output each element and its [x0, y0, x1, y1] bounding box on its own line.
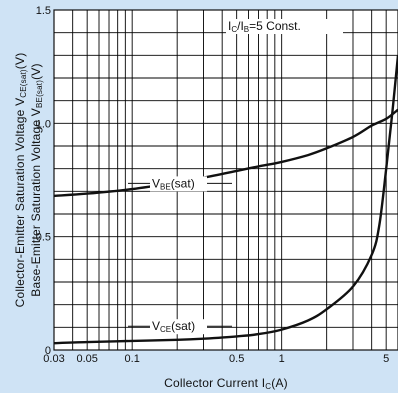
curves [53, 55, 398, 345]
x-tick-label: 0.1 [125, 353, 140, 365]
y-tick-label: 1.5 [36, 5, 51, 17]
x-tick-label: 0.05 [76, 353, 97, 365]
series-vcesat-curve [53, 55, 398, 345]
y-tick-label: 0 [45, 345, 51, 357]
x-tick-label: 0.03 [43, 353, 64, 365]
x-tick-label: 5 [383, 353, 389, 365]
y-axis-title-2: Base-Emitter Saturation Voltage VBE(sat)… [29, 63, 44, 296]
vce-series-label: VCE(sat) [152, 319, 195, 334]
series-vbesat-curve [53, 108, 398, 198]
vce-series-label-bg [150, 319, 207, 335]
grid [54, 10, 398, 350]
vbe-series-label-bg [150, 176, 207, 192]
plot-background [53, 9, 398, 351]
x-tick-label: 1 [279, 353, 285, 365]
y-tick-label: 0.5 [36, 232, 51, 244]
vbe-series-label: VBE(sat) [152, 176, 195, 191]
y-tick-label: 1.0 [36, 118, 51, 130]
condition-label: IC/IB=5 Const. [228, 19, 301, 34]
y-axis-title-1: Collector-Emitter Saturation Voltage VCE… [13, 53, 28, 308]
x-axis-title: Collector Current IC(A) [164, 376, 288, 391]
condition-label-bg [226, 19, 343, 34]
curve-labels: IC/IB=5 Const. VBE(sat) VCE(sat) [128, 19, 343, 335]
x-tick-label: 0.5 [229, 353, 244, 365]
tick-labels: 0.03 0.05 0.1 0.5 1 5 0 0.5 1.0 1.5 [36, 5, 390, 365]
